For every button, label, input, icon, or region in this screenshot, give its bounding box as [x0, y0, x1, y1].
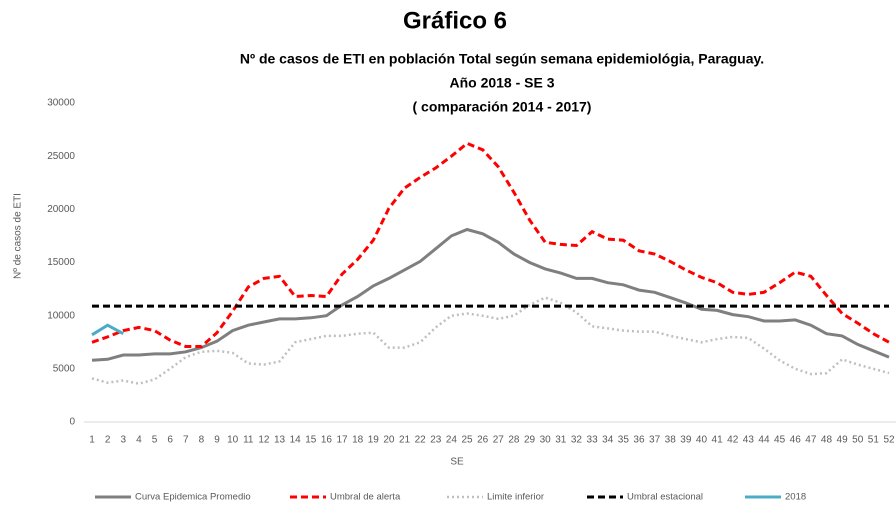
series-line	[91, 323, 125, 337]
series-line	[91, 141, 890, 348]
x-tick-label: 39	[680, 435, 692, 446]
x-tick-label: 27	[493, 435, 505, 446]
x-tick-label: 16	[321, 435, 333, 446]
y-tick-label: 25000	[47, 151, 75, 162]
x-tick-label: 2	[105, 435, 111, 446]
chart-subtitle: Año 2018 - SE 3	[449, 75, 554, 91]
x-tick-label: 44	[758, 435, 770, 446]
x-tick-label: 41	[712, 435, 724, 446]
x-tick-label: 31	[555, 435, 567, 446]
x-tick-label: 13	[274, 435, 286, 446]
x-tick-label: 14	[290, 435, 302, 446]
x-tick-label: 3	[120, 435, 126, 446]
x-tick-label: 21	[399, 435, 411, 446]
x-tick-label: 12	[258, 435, 270, 446]
x-tick-label: 28	[508, 435, 520, 446]
y-tick-label: 0	[69, 417, 75, 428]
legend-label: Umbral estacional	[627, 492, 703, 503]
x-tick-label: 52	[883, 435, 895, 446]
x-tick-label: 11	[243, 435, 254, 446]
y-tick-label: 5000	[53, 363, 76, 374]
x-axis-label: SE	[450, 457, 464, 468]
x-tick-label: 48	[821, 435, 833, 446]
x-tick-label: 34	[602, 435, 614, 446]
x-tick-label: 42	[727, 435, 739, 446]
x-tick-label: 51	[868, 435, 880, 446]
x-tick-label: 9	[214, 435, 220, 446]
x-tick-label: 1	[89, 435, 95, 446]
x-tick-label: 5	[152, 435, 158, 446]
x-tick-label: 25	[461, 435, 473, 446]
x-tick-label: 49	[837, 435, 849, 446]
x-tick-label: 24	[446, 435, 458, 446]
x-tick-label: 4	[136, 435, 142, 446]
chart-subtitle: ( comparación 2014 - 2017)	[413, 99, 592, 115]
series-line	[91, 227, 890, 362]
y-axis-label: Nº de casos de ETI	[13, 193, 24, 279]
y-tick-label: 15000	[47, 257, 75, 268]
y-tick-label: 30000	[47, 98, 75, 109]
legend-label: Limite inferior	[487, 492, 544, 503]
x-tick-label: 8	[199, 435, 205, 446]
x-tick-label: 30	[540, 435, 552, 446]
chart-title: Gráfico 6	[403, 7, 507, 34]
x-tick-label: 47	[805, 435, 817, 446]
x-tick-label: 33	[587, 435, 599, 446]
x-tick-label: 45	[774, 435, 786, 446]
x-tick-label: 19	[368, 435, 380, 446]
x-tick-label: 22	[415, 435, 427, 446]
x-tick-label: 18	[352, 435, 364, 446]
x-tick-label: 17	[336, 435, 348, 446]
x-tick-label: 23	[430, 435, 442, 446]
x-tick-label: 10	[227, 435, 239, 446]
legend-label: 2018	[785, 492, 806, 503]
x-tick-label: 40	[696, 435, 708, 446]
x-tick-label: 32	[571, 435, 583, 446]
x-tick-label: 20	[383, 435, 395, 446]
x-tick-label: 7	[183, 435, 189, 446]
x-tick-label: 37	[649, 435, 661, 446]
y-tick-label: 10000	[47, 310, 75, 321]
x-tick-label: 46	[790, 435, 802, 446]
legend-label: Umbral de alerta	[330, 492, 401, 503]
chart-subtitle: Nº de casos de ETI en población Total se…	[240, 51, 764, 67]
x-tick-label: 50	[852, 435, 864, 446]
x-tick-label: 26	[477, 435, 489, 446]
y-tick-label: 20000	[47, 204, 75, 215]
x-tick-label: 38	[665, 435, 677, 446]
series-line	[91, 296, 890, 385]
x-tick-label: 6	[167, 435, 173, 446]
x-tick-label: 43	[743, 435, 755, 446]
x-tick-label: 29	[524, 435, 536, 446]
x-tick-label: 35	[618, 435, 630, 446]
x-tick-label: 36	[633, 435, 645, 446]
x-tick-label: 15	[305, 435, 317, 446]
legend-label: Curva Epidemica Promedio	[135, 492, 251, 503]
